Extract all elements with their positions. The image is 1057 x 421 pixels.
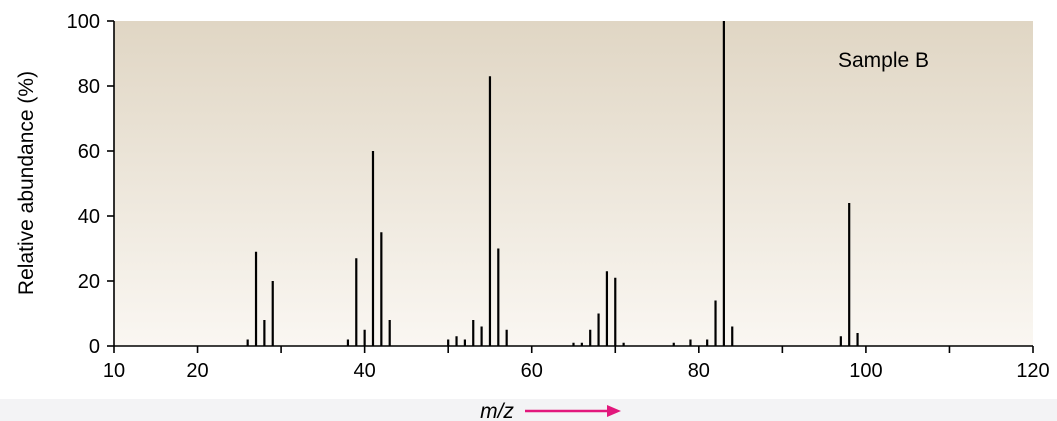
x-axis-title: m/z — [480, 400, 514, 421]
x-tick-label: 40 — [354, 360, 376, 382]
x-tick-label: 100 — [849, 360, 882, 382]
y-tick-label: 40 — [78, 206, 100, 228]
x-tick-label: 60 — [521, 360, 543, 382]
y-tick-label: 80 — [78, 76, 100, 98]
y-axis-ticks: 0 20 40 60 80 100 — [67, 11, 114, 358]
y-tick-label: 100 — [67, 11, 100, 33]
sample-annotation: Sample B — [838, 49, 929, 72]
x-tick-label: 80 — [688, 360, 710, 382]
spectrum-bars — [246, 21, 859, 346]
y-tick-label: 60 — [78, 141, 100, 163]
x-tick-label: 20 — [186, 360, 208, 382]
x-tick-label: 10 — [103, 360, 125, 382]
y-tick-label: 20 — [78, 271, 100, 293]
y-axis-title: Relative abundance (%) — [15, 71, 38, 295]
x-axis-ticks: 10 20 40 60 80 100 120 — [103, 346, 1050, 382]
x-tick-label: 120 — [1016, 360, 1049, 382]
y-tick-label: 0 — [89, 336, 100, 358]
x-axis-arrow — [525, 405, 621, 417]
plot-area — [114, 21, 1033, 346]
